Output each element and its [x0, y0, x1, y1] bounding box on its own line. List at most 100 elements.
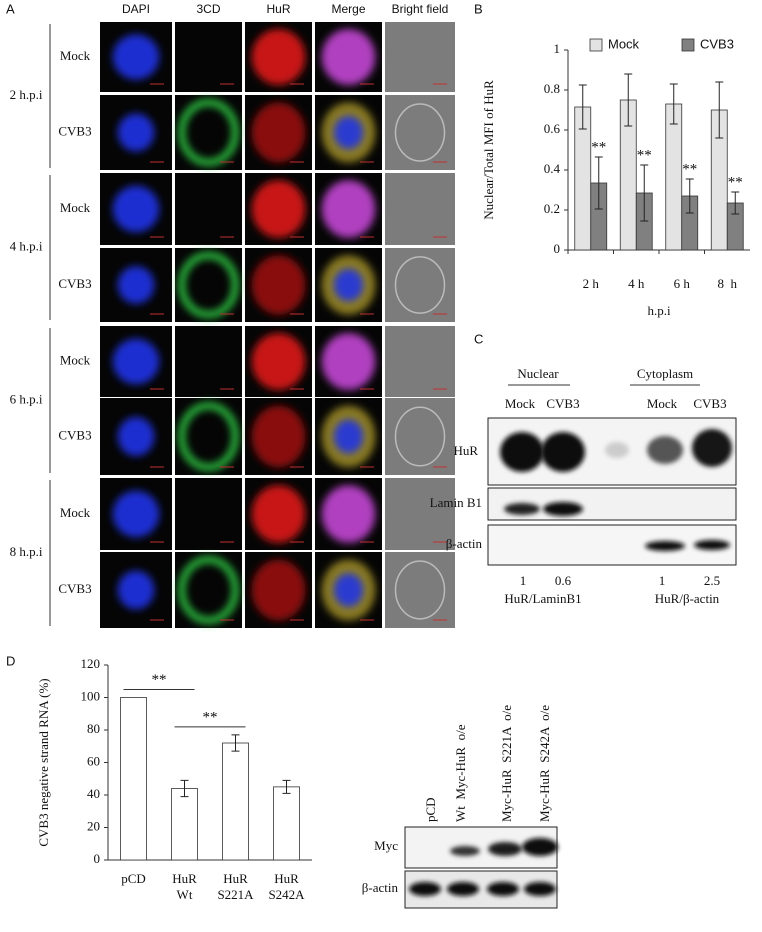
nucleus [117, 266, 155, 304]
row-label: CVB3 [58, 427, 91, 442]
micrograph [385, 552, 455, 628]
nucleus [117, 570, 155, 610]
micrograph [175, 398, 242, 475]
merge-signal [321, 29, 376, 85]
merge-nucleus [333, 419, 364, 454]
significance: ** [682, 161, 697, 177]
x-tick-label: HuR [274, 871, 299, 886]
y-tick-label: 40 [87, 786, 100, 801]
bar [120, 697, 147, 861]
ratio-label: HuR/LaminB1 [504, 591, 581, 606]
lane-label: Mock [647, 396, 678, 411]
y-axis-label: CVB3 negative strand RNA (%) [36, 678, 51, 846]
lane-label: Myc-HuR S242A o/e [537, 705, 552, 822]
bar [273, 786, 300, 861]
row-label: Mock [60, 505, 91, 520]
x-tick-label: 2 h [583, 276, 600, 291]
panel-label: C [474, 331, 483, 346]
bar [171, 788, 198, 861]
band [541, 432, 585, 472]
band [450, 846, 480, 856]
cytoplasm [178, 99, 239, 166]
cell-outline [394, 103, 446, 162]
band [522, 838, 558, 856]
column-header: DAPI [122, 2, 150, 16]
row-label: HuR [453, 443, 478, 458]
micrograph [385, 248, 455, 322]
merge-nucleus [333, 573, 364, 607]
cytoplasm [178, 402, 239, 471]
y-tick-label: 120 [81, 656, 101, 671]
row-label: β-actin [446, 536, 483, 551]
nucleus [112, 185, 160, 233]
y-tick-label: 0.4 [544, 161, 561, 176]
band [524, 882, 556, 896]
x-tick-label: Wt [177, 887, 193, 902]
significance: ** [591, 139, 606, 155]
band [543, 502, 583, 516]
band [645, 541, 685, 551]
row-label: Mock [60, 48, 91, 63]
row-label: β-actin [362, 880, 399, 895]
blot [404, 826, 558, 869]
band [500, 432, 544, 472]
bar [665, 103, 683, 251]
time-label: 6 h.p.i [10, 391, 43, 406]
band [647, 436, 683, 464]
legend-label: Mock [608, 36, 640, 51]
quant: 1 [659, 573, 666, 588]
y-tick-label: 0.8 [544, 81, 560, 96]
fraction-label: Nuclear [517, 366, 559, 381]
band [487, 882, 519, 896]
x-tick-label: S242A [268, 887, 305, 902]
legend-swatch [681, 38, 695, 52]
cell-outline [394, 256, 446, 314]
row-label: Mock [60, 200, 91, 215]
merge-nucleus [333, 268, 364, 302]
x-tick-label: HuR [172, 871, 197, 886]
band [504, 503, 540, 515]
nucleus [117, 416, 155, 457]
column-header: HuR [266, 2, 290, 16]
micrograph [385, 22, 455, 92]
bar [222, 742, 249, 861]
merge-signal [321, 333, 376, 390]
y-tick-label: 80 [87, 721, 100, 736]
band [409, 882, 441, 896]
micrograph [385, 95, 455, 170]
time-label: 2 h.p.i [10, 87, 43, 102]
y-tick-label: 0.2 [544, 201, 560, 216]
x-axis-label: h.p.i [647, 303, 671, 318]
legend-swatch [589, 38, 603, 52]
hur-signal [251, 102, 306, 163]
significance: ** [637, 147, 652, 163]
micrograph [175, 173, 242, 245]
row-label: Myc [374, 838, 398, 853]
lane-label: pCD [423, 797, 438, 822]
micrograph [175, 552, 242, 628]
quant: 2.5 [704, 573, 720, 588]
micrograph [175, 22, 242, 92]
hur-signal [251, 405, 306, 468]
y-tick-label: 60 [87, 753, 100, 768]
row-label: CVB3 [58, 123, 91, 138]
nucleus [112, 490, 160, 538]
merge-signal [321, 180, 376, 238]
hur-signal [251, 255, 306, 315]
cytoplasm [178, 251, 239, 319]
panel-d-blot: pCD Wt Myc-HuR o/e Myc-HuR S221A o/e Myc… [362, 705, 558, 909]
row-label: Lamin B1 [430, 495, 482, 510]
column-header: Bright field [392, 2, 449, 16]
x-tick-label: HuR [223, 871, 248, 886]
band [488, 842, 522, 856]
lane-label: CVB3 [546, 396, 579, 411]
time-label: 8 h.p.i [10, 544, 43, 559]
x-tick-label: 6 h [674, 276, 691, 291]
row-label: CVB3 [58, 581, 91, 596]
column-header: Merge [331, 2, 365, 16]
significance: ** [728, 174, 743, 190]
y-tick-label: 0.6 [544, 121, 561, 136]
micrograph [175, 95, 242, 170]
lane-label: CVB3 [693, 396, 726, 411]
column-header: 3CD [196, 2, 220, 16]
